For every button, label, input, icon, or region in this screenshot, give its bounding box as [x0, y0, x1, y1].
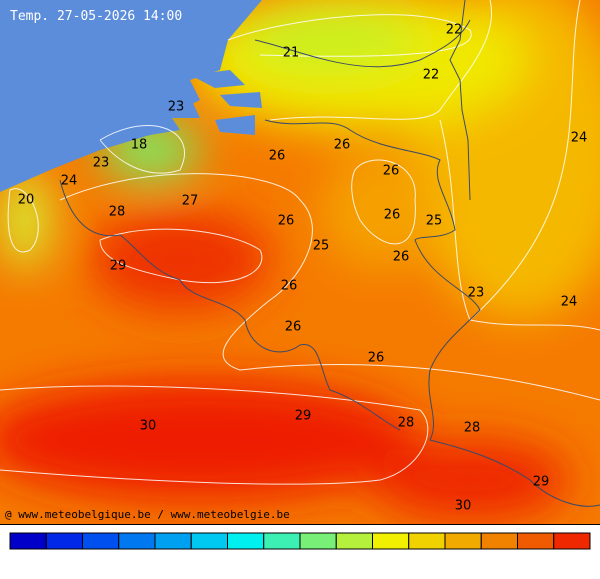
contour-label: 22: [446, 23, 463, 38]
contour-label: 23: [168, 100, 185, 115]
contour-label: 23: [93, 156, 110, 171]
color-swatch: [118, 532, 156, 550]
contour-label: 28: [464, 421, 481, 436]
contour-label: 26: [278, 214, 295, 229]
contour-label: 29: [295, 409, 312, 424]
contour-label: 30: [455, 499, 472, 514]
color-swatch: [372, 532, 410, 550]
contour-label: 25: [426, 214, 443, 229]
contour-label: 24: [571, 131, 588, 146]
contour-label: 30: [140, 419, 157, 434]
contour-label: 26: [285, 320, 302, 335]
color-swatch: [9, 532, 47, 550]
contour-label: 28: [109, 205, 126, 220]
color-swatch: [45, 532, 83, 550]
contour-label: 26: [383, 164, 400, 179]
contour-label: 23: [468, 286, 485, 301]
contour-labels: 22 21 22 23 18 26 24 26 23 26 24 20 27 28 26 26 25 25 26 29…: [18, 23, 588, 514]
credit: @ www.meteobelgique.be / www.meteobelgie…: [5, 508, 290, 521]
contour-label: 27: [182, 194, 199, 209]
contour-label: 22: [423, 68, 440, 83]
contour-label: 29: [110, 259, 127, 274]
contour-label: 24: [61, 174, 78, 189]
contour-label: 20: [18, 193, 35, 208]
color-swatch: [480, 532, 518, 550]
title: Temp. 27-05-2026 14:00: [10, 9, 182, 24]
contour-label: 26: [384, 208, 401, 223]
color-swatch: [517, 532, 555, 550]
map-field: [0, 0, 600, 524]
color-swatch: [154, 532, 192, 550]
contour-label: 26: [269, 149, 286, 164]
contour-label: 26: [368, 351, 385, 366]
contour-label: 25: [313, 239, 330, 254]
color-swatch: [553, 532, 591, 550]
contour-label: 24: [561, 295, 578, 310]
color-swatch: [408, 532, 446, 550]
color-swatch: [82, 532, 120, 550]
contour-label: 26: [393, 250, 410, 265]
contour-label: 26: [281, 279, 298, 294]
color-swatch: [444, 532, 482, 550]
contour-label: 29: [533, 475, 550, 490]
color-swatch: [299, 532, 337, 550]
contour-label: 18: [131, 138, 148, 153]
color-swatch: [190, 532, 228, 550]
color-swatch: [263, 532, 301, 550]
color-swatch: [335, 532, 373, 550]
contour-label: 26: [334, 138, 351, 153]
contour-label: 21: [283, 46, 300, 61]
contour-label: 28: [398, 416, 415, 431]
color-scale: [9, 532, 591, 550]
color-swatch: [227, 532, 265, 550]
